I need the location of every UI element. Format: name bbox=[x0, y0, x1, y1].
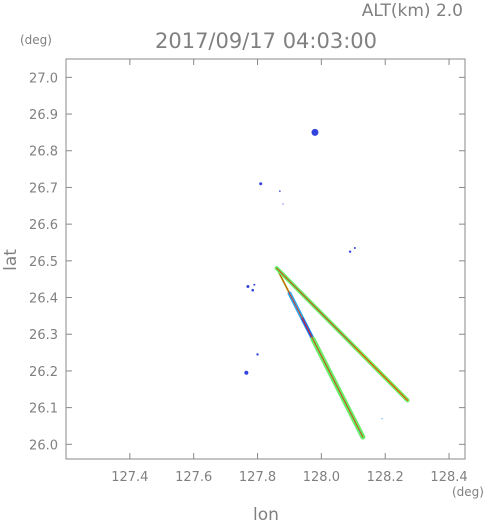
echo-points bbox=[244, 128, 383, 433]
echo-point bbox=[359, 430, 361, 433]
y-tick-label: 26.3 bbox=[29, 328, 58, 343]
y-tick-label: 27.0 bbox=[29, 71, 58, 86]
x-tick-label: 128.0 bbox=[303, 470, 340, 485]
echo-point bbox=[256, 353, 259, 356]
y-tick-label: 26.4 bbox=[29, 292, 58, 307]
echo-rays bbox=[274, 266, 410, 440]
south-ray-edge bbox=[276, 267, 364, 438]
y-unit-label: (deg) bbox=[20, 33, 52, 47]
echo-point bbox=[381, 418, 383, 420]
plot-frame bbox=[65, 58, 466, 460]
echo-point bbox=[251, 288, 255, 292]
echo-point bbox=[282, 203, 284, 205]
echo-point bbox=[348, 250, 352, 253]
echo-point bbox=[279, 190, 281, 192]
y-tick-label: 26.0 bbox=[29, 438, 58, 453]
x-axis: 127.4 127.6 127.8 128.0 128.2 128.4 bbox=[111, 59, 468, 485]
y-axis-label: lat bbox=[1, 249, 21, 271]
echo-point bbox=[353, 246, 356, 249]
y-tick-label: 26.2 bbox=[29, 365, 58, 380]
east-ray-edge bbox=[276, 267, 408, 401]
echo-point bbox=[311, 128, 319, 136]
echo-point bbox=[253, 283, 256, 286]
y-tick-label: 26.7 bbox=[29, 181, 58, 196]
y-axis: 26.0 26.1 26.2 26.3 26.4 26.5 26.6 26.7 26.8 26.9… bbox=[29, 71, 465, 453]
y-tick-label: 26.8 bbox=[29, 145, 58, 160]
y-tick-label: 26.1 bbox=[29, 402, 58, 417]
y-tick-label: 26.6 bbox=[29, 218, 58, 233]
x-axis-label: lon bbox=[253, 505, 279, 521]
x-tick-label: 127.8 bbox=[239, 470, 276, 485]
altitude-label: ALT(km) 2.0 bbox=[362, 1, 463, 21]
y-tick-label: 26.5 bbox=[29, 255, 58, 270]
x-tick-label: 127.4 bbox=[111, 470, 148, 485]
x-tick-label: 128.2 bbox=[367, 470, 404, 485]
chart-title: 2017/09/17 04:03:00 bbox=[155, 29, 377, 53]
echo-point bbox=[259, 182, 263, 186]
y-tick-label: 26.9 bbox=[29, 108, 58, 123]
x-tick-label: 128.4 bbox=[430, 470, 467, 485]
echo-point bbox=[244, 370, 249, 375]
echo-point bbox=[246, 285, 250, 289]
x-tick-label: 127.6 bbox=[175, 470, 212, 485]
x-unit-label: (deg) bbox=[452, 485, 484, 499]
